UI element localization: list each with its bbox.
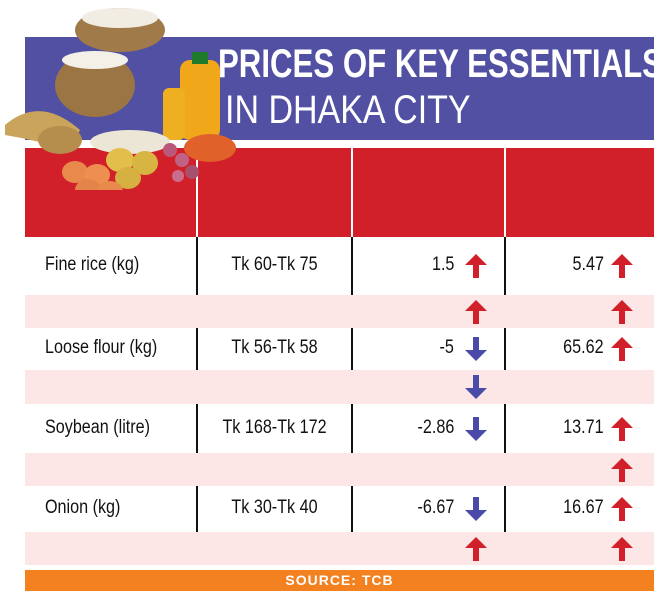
change-2: 16.67 xyxy=(563,497,604,518)
change-2: 13.71 xyxy=(563,416,604,438)
column-divider xyxy=(196,486,198,532)
source-label: SOURCE: TCB xyxy=(25,570,654,591)
header-divider xyxy=(196,148,198,237)
arrow-up-icon xyxy=(465,300,487,324)
item-name: Onion (kg) xyxy=(45,497,121,518)
table-subrow xyxy=(25,453,654,486)
change-1: -6.67 xyxy=(417,497,454,518)
table-row: Fine rice (kg) Tk 60-Tk 75 1.5 5.47 xyxy=(25,237,654,295)
arrow-up-icon xyxy=(465,254,487,278)
column-divider xyxy=(504,328,506,370)
arrow-up-icon xyxy=(611,416,633,441)
column-divider xyxy=(351,404,353,453)
column-divider xyxy=(504,237,506,295)
change-2: 65.62 xyxy=(563,337,604,358)
table-row: Loose flour (kg) Tk 56-Tk 58 -5 65.62 xyxy=(25,328,654,370)
arrow-up-icon xyxy=(465,537,487,561)
title-line1: PRICES OF KEY ESSENTIALS xyxy=(218,42,654,86)
table-subrow xyxy=(25,295,654,328)
arrow-up-icon xyxy=(611,300,633,324)
column-divider xyxy=(351,328,353,370)
header-divider xyxy=(351,148,353,237)
change-1: -2.86 xyxy=(417,416,454,438)
item-name: Soybean (litre) xyxy=(45,416,151,438)
arrow-up-icon xyxy=(611,254,633,278)
price-range: Tk 30-Tk 40 xyxy=(231,497,318,518)
table-row: Onion (kg) Tk 30-Tk 40 -6.67 16.67 xyxy=(25,486,654,532)
column-divider xyxy=(196,328,198,370)
price-range: Tk 56-Tk 58 xyxy=(231,337,318,358)
table-subrow xyxy=(25,370,654,404)
table-row: Soybean (litre) Tk 168-Tk 172 -2.86 13.7… xyxy=(25,404,654,453)
item-name: Fine rice (kg) xyxy=(45,254,140,275)
arrow-up-icon xyxy=(611,497,633,521)
arrow-down-icon xyxy=(465,337,487,361)
change-1: -5 xyxy=(439,337,454,358)
column-divider xyxy=(196,404,198,453)
arrow-up-icon xyxy=(611,458,633,482)
arrow-up-icon xyxy=(611,337,633,361)
change-1: 1.5 xyxy=(431,254,454,275)
arrow-down-icon xyxy=(465,375,487,399)
column-divider xyxy=(351,486,353,532)
item-name: Loose flour (kg) xyxy=(45,337,158,358)
arrow-down-icon xyxy=(465,497,487,521)
header-divider xyxy=(504,148,506,237)
table-subrow xyxy=(25,532,654,565)
groceries-illustration xyxy=(5,8,236,190)
column-divider xyxy=(196,237,198,295)
column-divider xyxy=(351,237,353,295)
column-divider xyxy=(504,486,506,532)
price-range: Tk 60-Tk 75 xyxy=(231,254,318,275)
change-2: 5.47 xyxy=(572,254,604,275)
arrow-up-icon xyxy=(611,537,633,561)
column-divider xyxy=(504,404,506,453)
arrow-down-icon xyxy=(465,416,487,441)
price-range: Tk 168-Tk 172 xyxy=(222,416,327,438)
title-line2: IN DHAKA CITY xyxy=(225,88,471,132)
